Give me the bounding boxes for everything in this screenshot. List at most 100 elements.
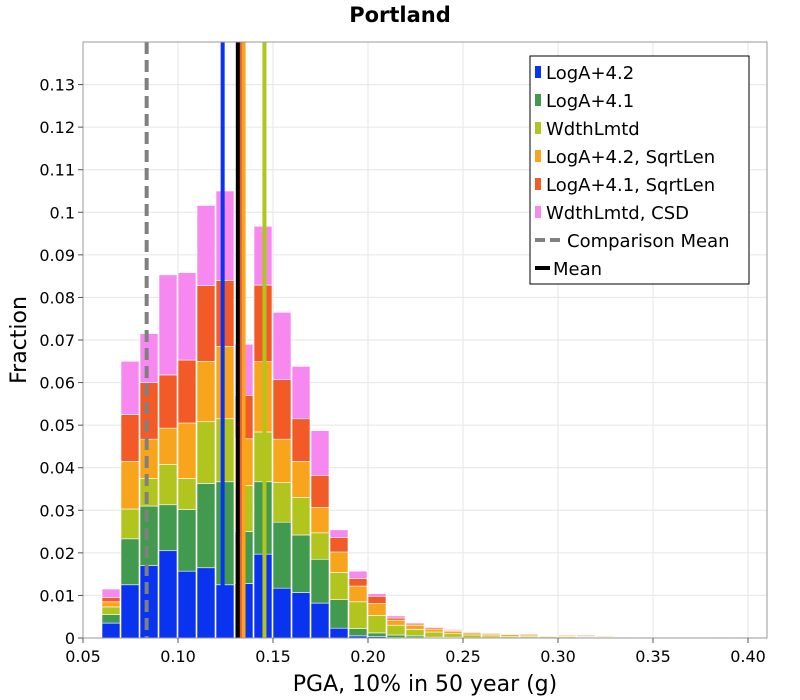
legend-label: LogA+4.2, SqrtLen bbox=[546, 147, 715, 168]
bar-segment bbox=[348, 570, 368, 579]
bar-segment bbox=[329, 529, 349, 538]
bar-segment bbox=[291, 366, 311, 420]
bar-segment bbox=[177, 509, 197, 572]
bar-segment bbox=[310, 558, 330, 604]
bar-segment bbox=[291, 461, 311, 498]
bar-segment bbox=[177, 272, 197, 361]
bar-segment bbox=[120, 360, 140, 415]
bar-segment bbox=[367, 593, 387, 597]
bar-segment bbox=[101, 597, 121, 603]
bar-segment bbox=[215, 418, 235, 483]
bar-segment bbox=[196, 285, 216, 362]
bar-segment bbox=[196, 421, 216, 484]
bar-segment bbox=[215, 280, 235, 347]
legend-swatch bbox=[535, 66, 541, 78]
bar-segment bbox=[576, 635, 596, 637]
bar-segment bbox=[215, 481, 235, 586]
x-axis-label: PGA, 10% in 50 year (g) bbox=[293, 672, 557, 697]
bar-segment bbox=[348, 628, 368, 637]
bar-segment bbox=[443, 629, 463, 631]
bar-segment bbox=[139, 565, 159, 639]
legend-label: LogA+4.1 bbox=[546, 91, 634, 112]
y-tick-label: 0.05 bbox=[39, 416, 75, 435]
bar-segment bbox=[386, 624, 406, 636]
bar-segment bbox=[120, 584, 140, 639]
bar-segment bbox=[367, 595, 387, 604]
y-tick-label: 0.09 bbox=[39, 246, 75, 265]
bar-segment bbox=[101, 606, 121, 615]
x-tick-label: 0.25 bbox=[445, 647, 481, 666]
x-tick-label: 0.30 bbox=[540, 647, 576, 666]
bar-segment bbox=[120, 538, 140, 586]
bar-segment bbox=[215, 190, 235, 281]
bar-segment bbox=[272, 521, 292, 589]
bar-segment bbox=[424, 631, 444, 638]
bar-segment bbox=[310, 475, 330, 508]
bar-segment bbox=[291, 534, 311, 593]
bar-segment bbox=[348, 578, 368, 587]
bar-segment bbox=[424, 628, 444, 633]
bar-segment bbox=[272, 312, 292, 380]
y-tick-label: 0.06 bbox=[39, 374, 75, 393]
legend-swatch bbox=[535, 150, 541, 162]
bar-segment bbox=[177, 422, 197, 479]
bar-segment bbox=[196, 483, 216, 569]
bar-segment bbox=[443, 630, 463, 635]
bar-segment bbox=[139, 478, 159, 507]
bar-segment bbox=[519, 633, 539, 636]
bar-segment bbox=[310, 430, 330, 476]
bar-segment bbox=[310, 532, 330, 560]
bar-segment bbox=[462, 632, 482, 636]
bar-segment bbox=[443, 633, 463, 638]
bar-segment bbox=[101, 601, 121, 608]
chart-title: Portland bbox=[349, 3, 451, 27]
x-tick-label: 0.05 bbox=[65, 647, 101, 666]
bar-segment bbox=[158, 550, 178, 639]
bar-segment bbox=[101, 622, 121, 639]
bar-segment bbox=[158, 374, 178, 429]
x-axis: 0.05 0.10 0.15 0.20 0.25 0.30 0.35 0.40 bbox=[65, 638, 766, 666]
bar-segment bbox=[367, 632, 387, 638]
bar-segment bbox=[329, 627, 349, 639]
bar-segment bbox=[139, 438, 159, 479]
bar-segment bbox=[177, 570, 197, 639]
bar-segment bbox=[386, 615, 406, 619]
y-tick-label: 0.03 bbox=[39, 501, 75, 520]
y-tick-label: 0.11 bbox=[39, 161, 75, 180]
bar-segment bbox=[101, 614, 121, 624]
bar-segment bbox=[196, 205, 216, 286]
bar-segment bbox=[557, 634, 577, 637]
bar-segment bbox=[177, 359, 197, 424]
bar-segment bbox=[272, 438, 292, 483]
legend: LogA+4.2 LogA+4.1 WdthLmtd LogA+4.2, SqrtLe… bbox=[529, 55, 750, 285]
legend-box bbox=[529, 55, 750, 285]
bar-segment bbox=[120, 461, 140, 510]
bar-segment bbox=[386, 617, 406, 621]
bar-segment bbox=[158, 274, 178, 376]
legend-label: WdthLmtd bbox=[546, 119, 640, 140]
bar-segment bbox=[329, 572, 349, 600]
bar-segment bbox=[367, 603, 387, 616]
bar-segment bbox=[215, 346, 235, 420]
bar-segment bbox=[424, 626, 444, 629]
bar-segment bbox=[272, 482, 292, 523]
y-tick-label: 0.04 bbox=[39, 459, 75, 478]
legend-swatch bbox=[535, 206, 541, 218]
bar-segment bbox=[405, 622, 425, 625]
y-tick-label: 0.13 bbox=[39, 76, 75, 95]
x-tick-label: 0.40 bbox=[730, 647, 766, 666]
bar-segment bbox=[196, 567, 216, 639]
bar-segment bbox=[386, 634, 406, 638]
bar-segment bbox=[158, 504, 178, 552]
legend-label: Mean bbox=[553, 259, 602, 280]
legend-label: LogA+4.1, SqrtLen bbox=[546, 175, 715, 196]
bar-segment bbox=[405, 624, 425, 630]
bar-segment bbox=[158, 464, 178, 506]
y-tick-label: 0.08 bbox=[39, 288, 75, 307]
bar-segment bbox=[158, 427, 178, 465]
bar-segment bbox=[120, 508, 140, 540]
legend-label: LogA+4.2 bbox=[546, 63, 634, 84]
bar-segment bbox=[120, 414, 140, 462]
